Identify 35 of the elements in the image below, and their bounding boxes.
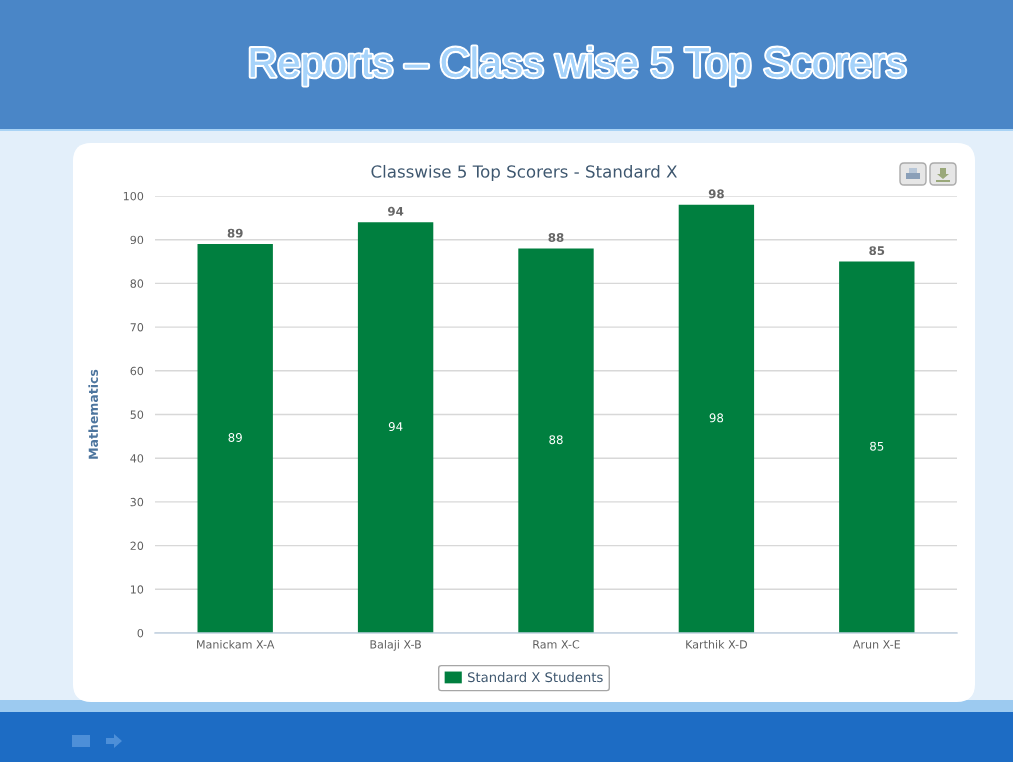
annotation: 98 <box>709 413 724 423</box>
annotation: 89 <box>228 433 242 442</box>
data-label: 94 <box>388 206 404 216</box>
annotation: 88 <box>549 435 563 445</box>
data-label: 98 <box>708 189 724 199</box>
y-tick-label: 60 <box>130 366 144 376</box>
data-label: 89 <box>227 228 243 238</box>
y-tick-label: 70 <box>130 323 144 332</box>
y-tick-label: 40 <box>130 454 144 463</box>
y-tick-label: 90 <box>130 235 144 245</box>
bar <box>357 222 434 633</box>
x-tick-label: Arun X-E <box>852 640 901 649</box>
y-tick-label: 30 <box>130 497 144 507</box>
legend-label: Standard X Students <box>467 671 603 683</box>
annotation: 94 <box>388 422 403 432</box>
bar <box>197 244 273 633</box>
data-label: 88 <box>548 233 564 242</box>
bar <box>518 248 594 633</box>
x-tick-label: Karthik X-D <box>686 639 748 649</box>
y-axis-title: Mathematics <box>88 369 99 459</box>
y-tick-label: 100 <box>123 191 144 201</box>
chart-title: Reports – Class wise 5 Top Scorers <box>250 46 906 86</box>
bar <box>678 204 755 633</box>
y-tick-label: 50 <box>130 410 144 419</box>
chart-subtitle: Classwise 5 Top Scorers - Standard X <box>371 164 677 182</box>
bar <box>839 261 915 633</box>
x-tick-label: Balaji X-B <box>370 639 421 651</box>
y-tick-label: 0 <box>137 628 144 638</box>
y-tick-label: 80 <box>130 279 144 288</box>
x-tick-label: Ram X-C <box>533 640 580 649</box>
annotation: 85 <box>870 441 884 451</box>
y-tick-label: 20 <box>130 541 144 550</box>
x-tick-label: Manickam X-A <box>197 639 275 649</box>
y-tick-label: 10 <box>130 585 144 594</box>
data-label: 85 <box>869 246 885 256</box>
